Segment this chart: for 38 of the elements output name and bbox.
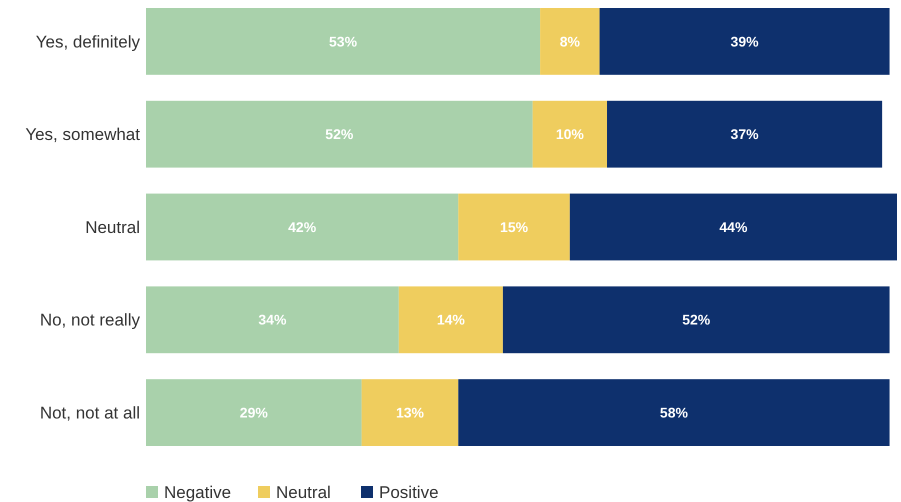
data-label: 58%	[660, 404, 688, 420]
bar	[146, 194, 458, 260]
bar	[532, 100, 608, 168]
bar	[540, 8, 600, 75]
data-label: 29%	[240, 404, 268, 420]
y-tick-label: No, not really	[40, 310, 140, 330]
data-label: 44%	[719, 218, 748, 235]
data-label: 42%	[288, 218, 317, 235]
bar	[398, 286, 503, 354]
data-label: 52%	[325, 126, 354, 142]
data-label: 39%	[730, 33, 760, 50]
bar	[146, 100, 533, 168]
y-tick-label: Not, not at all	[40, 404, 140, 423]
data-label: 53%	[329, 33, 358, 50]
bar	[600, 8, 890, 75]
bar	[570, 194, 897, 260]
bar	[607, 100, 882, 168]
bar	[146, 8, 540, 75]
data-label: 8%	[560, 33, 580, 50]
data-label: 14%	[436, 312, 466, 328]
bar	[458, 194, 570, 260]
data-label: 10%	[556, 126, 584, 142]
bar	[502, 286, 890, 354]
data-label: 13%	[396, 404, 425, 420]
bar	[146, 379, 362, 446]
data-label: 52%	[682, 312, 711, 328]
bar	[458, 379, 890, 446]
data-label: 34%	[258, 312, 287, 328]
legend-label: Negative	[164, 482, 232, 502]
bar	[146, 286, 399, 354]
data-label: 15%	[500, 218, 529, 235]
y-tick-label: Yes, somewhat	[25, 125, 140, 144]
bar	[362, 379, 458, 446]
legend-label: Neutral	[276, 482, 331, 502]
legend-label: Positive	[379, 482, 439, 502]
y-tick-label: Neutral	[85, 218, 140, 237]
y-tick-label: Yes, definitely	[36, 32, 140, 52]
data-label: 37%	[730, 126, 760, 142]
